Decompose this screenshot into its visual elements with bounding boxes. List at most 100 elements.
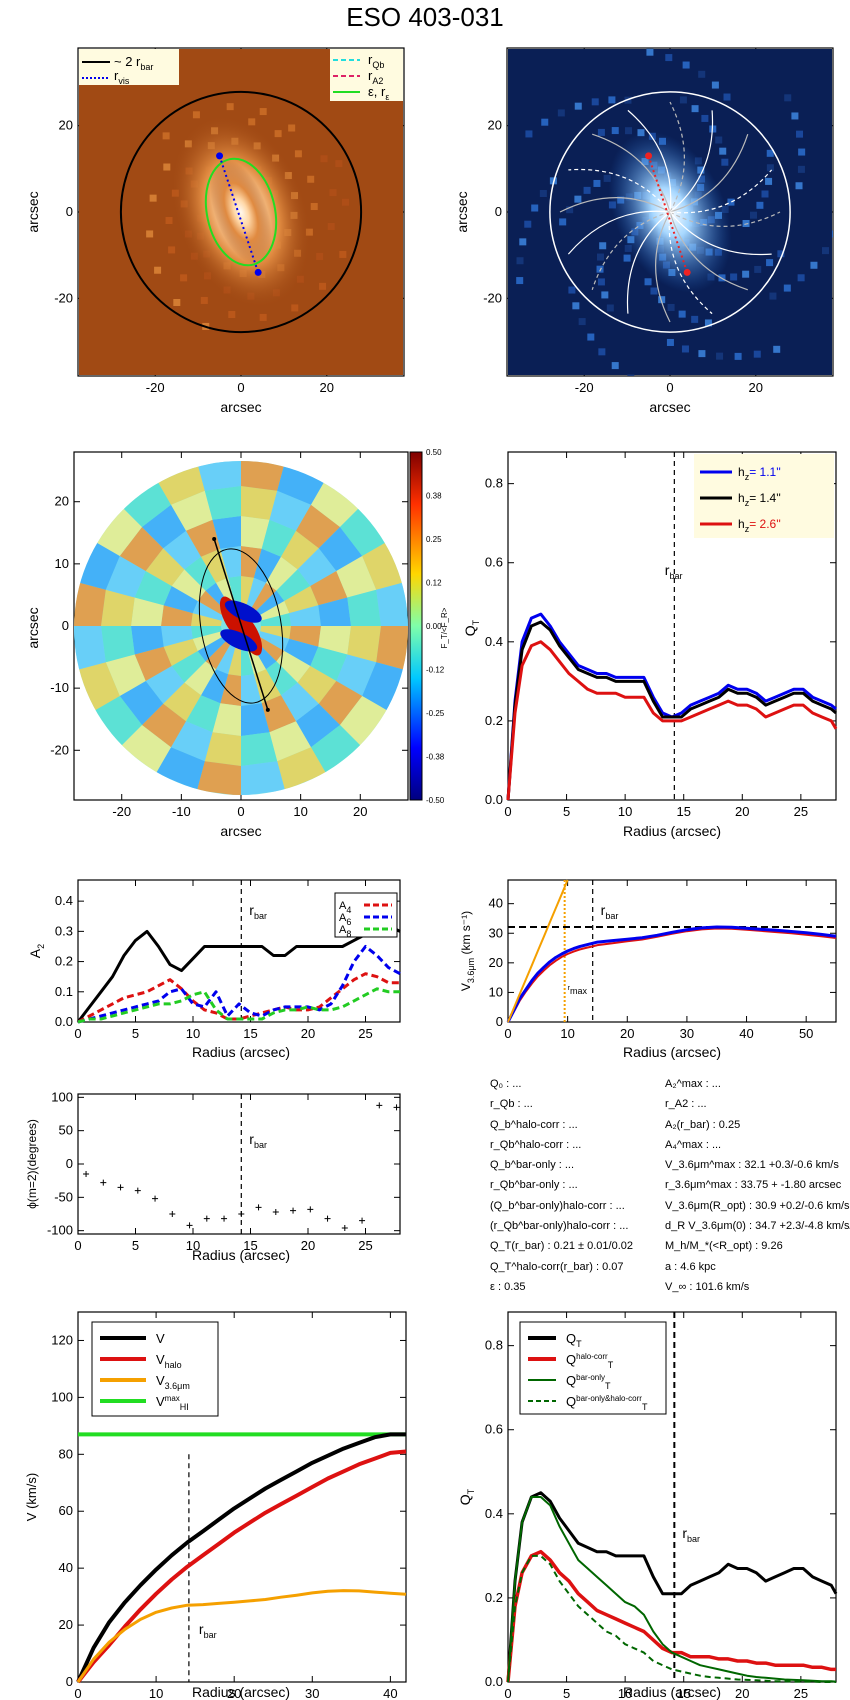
bar-ellipse — [198, 548, 284, 704]
x-axis-label: Radius (arcsec) — [192, 1247, 290, 1263]
map-cell — [336, 654, 377, 696]
label-sub: bar — [605, 911, 618, 921]
label-sup: bar-only — [576, 1373, 605, 1382]
image-pixel — [719, 147, 727, 155]
colorbar-tick-label: -0.25 — [426, 709, 445, 718]
x-tick-label: 10 — [618, 804, 632, 819]
rotation-curve-line — [506, 925, 837, 1023]
image-pixel — [591, 98, 599, 106]
info-row: a : 4.6 kpc — [665, 1260, 716, 1273]
image-pixel — [329, 189, 337, 197]
rotation-lower-line — [507, 927, 837, 1023]
panel1-image — [146, 103, 350, 330]
image-pixel — [519, 238, 527, 246]
y-tick-label: 0.0 — [55, 1014, 73, 1029]
page-title: ESO 403-031 — [346, 2, 504, 32]
image-pixel — [274, 130, 282, 138]
info-row: A₄^max : ... — [665, 1138, 722, 1151]
phase-point — [203, 1215, 210, 1222]
y-tick-label: 0.6 — [485, 555, 503, 570]
y-tick-label: 80 — [59, 1446, 73, 1461]
x-axis-label: arcsec — [220, 823, 261, 839]
plot-frame — [507, 451, 837, 801]
image-pixel — [574, 195, 582, 203]
map-cell — [161, 605, 193, 626]
map-cell — [228, 576, 241, 607]
legend-value: = 1.1'' — [749, 465, 781, 479]
image-pixel — [698, 70, 706, 78]
image-pixel — [288, 124, 296, 132]
x-tick-label: 10 — [618, 1686, 632, 1700]
x-axis-label: Radius (arcsec) — [623, 1044, 721, 1060]
info-row: A₂^max : ... — [665, 1078, 721, 1090]
map-cell — [201, 669, 229, 704]
map-cell — [197, 636, 227, 662]
x-tick-label: 15 — [243, 1026, 257, 1041]
map-cell — [145, 548, 185, 586]
x-tick-label: 5 — [563, 804, 570, 819]
label-sub: bar — [254, 911, 267, 921]
label-sub: 4 — [346, 905, 351, 915]
image-pixel — [623, 254, 631, 262]
x-axis-label: Radius (arcsec) — [623, 823, 721, 839]
label-sub: bar — [204, 1630, 217, 1640]
rbar-label: rbar — [249, 902, 267, 921]
map-cell — [241, 486, 278, 520]
map-cell — [216, 643, 236, 675]
map-cell — [105, 556, 146, 598]
image-pixel — [524, 220, 532, 228]
info-row: r_Qb^halo-corr : ... — [490, 1138, 582, 1151]
phase-point — [169, 1211, 176, 1217]
image-pixel — [149, 194, 157, 202]
rbar-label: rbar — [199, 1621, 217, 1640]
panel4-axes: 0 5 10 15 20 25 0.0 0.2 0.4 0.6 0.8 rbar hz= 1.1'' hz… — [462, 451, 838, 839]
map-cell — [296, 504, 340, 549]
image-pixel — [531, 204, 539, 212]
phase-point — [186, 1222, 193, 1229]
info-row: M_h/M_*(<R_opt) : 9.26 — [665, 1240, 783, 1253]
panel9-axes: 0 5 10 15 20 250.00.20.40.60.8rbarQTQhalo-cor… — [457, 1311, 838, 1700]
image-pixel — [711, 81, 719, 89]
y-axis-label: arcsec — [454, 191, 470, 232]
map-cell — [347, 626, 381, 663]
x-tick-label: 10 — [149, 1686, 163, 1700]
map-cell — [142, 703, 186, 748]
map-cell — [204, 486, 241, 520]
qt-series-line — [506, 1491, 838, 1683]
x-tick-label: 30 — [680, 1026, 694, 1041]
fourier-series-line — [77, 987, 400, 1024]
image-pixel — [525, 130, 533, 138]
image-pixel — [593, 179, 601, 187]
rbar-circle — [119, 90, 363, 334]
y-tick-label: 0.8 — [485, 1338, 503, 1353]
label-sub: bar — [140, 62, 153, 72]
y-tick-label: -50 — [54, 1189, 73, 1204]
outer-circle — [549, 91, 791, 333]
image-pixel — [765, 177, 773, 185]
colorbar-tick-label: 0.00 — [426, 622, 442, 631]
label-sub: bar — [687, 1534, 700, 1544]
torque-contour — [626, 211, 671, 314]
image-pixel — [603, 174, 611, 182]
y-tick-label: 0.8 — [485, 476, 503, 491]
map-cell — [318, 681, 363, 725]
map-cell — [156, 461, 205, 505]
legend-value: = 2.6'' — [749, 517, 781, 531]
y-axis-label: QT — [462, 619, 481, 636]
map-cell — [76, 662, 120, 711]
phase-point — [134, 1187, 141, 1194]
map-cell — [197, 761, 241, 795]
map-cell — [228, 645, 241, 676]
image-pixel — [574, 102, 582, 110]
x-tick-label: 20 — [353, 804, 367, 819]
image-pixel — [596, 265, 604, 273]
image-pixel — [226, 103, 234, 111]
map-cell — [131, 597, 164, 626]
image-pixel — [727, 198, 735, 206]
image-pixel — [335, 160, 343, 168]
torque-contour — [655, 211, 671, 323]
image-pixel — [583, 186, 591, 194]
map-cell — [277, 747, 326, 791]
bar-end-dot — [683, 268, 691, 276]
